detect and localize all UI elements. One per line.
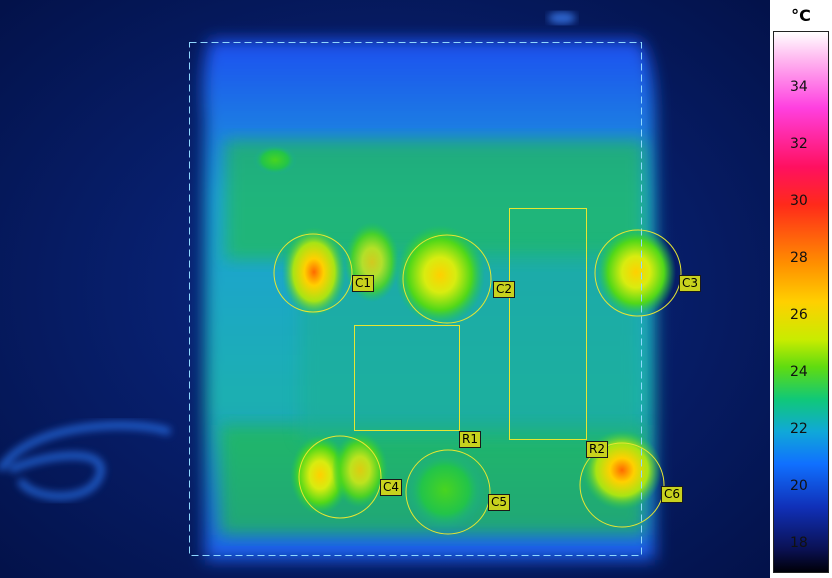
measurement-frame: [189, 42, 642, 556]
hotspot-c3: [596, 227, 676, 317]
rect-marker-r1[interactable]: [354, 325, 460, 431]
tag-r1[interactable]: R1: [459, 431, 481, 448]
tag-c6[interactable]: C6: [661, 486, 684, 503]
scale-label: 30: [790, 193, 808, 210]
cable-heat: [0, 421, 172, 500]
scale-label: 32: [790, 136, 808, 153]
tag-c2[interactable]: C2: [493, 281, 516, 298]
circle-marker-c4[interactable]: [298, 435, 382, 519]
scale-label: 28: [790, 250, 808, 267]
thermal-image: [0, 0, 770, 578]
tag-c1[interactable]: C1: [352, 275, 375, 292]
circle-marker-c3[interactable]: [594, 229, 682, 317]
scale-label: 18: [790, 535, 808, 552]
circle-marker-c1[interactable]: [273, 233, 353, 313]
tag-c4[interactable]: C4: [380, 479, 403, 496]
hotspot-c2: [395, 225, 485, 325]
tag-c3[interactable]: C3: [679, 275, 702, 292]
hotspot-c5: [405, 450, 485, 530]
tag-r2[interactable]: R2: [586, 441, 608, 458]
scale-label: 24: [790, 364, 808, 381]
circle-marker-c6[interactable]: [579, 442, 665, 528]
scale-label: 26: [790, 307, 808, 324]
top-knob: [548, 12, 576, 24]
scale-label: 34: [790, 79, 808, 96]
hotspot-c1: [282, 227, 346, 317]
scale-label: 20: [790, 478, 808, 495]
circle-marker-c5[interactable]: [405, 449, 491, 535]
circle-marker-c2[interactable]: [402, 234, 492, 324]
rect-marker-r2[interactable]: [509, 208, 587, 440]
hotspot-top-left: [253, 145, 297, 175]
scale-label: 22: [790, 421, 808, 438]
color-scale: [773, 31, 829, 573]
hotspot-c4b: [332, 432, 388, 508]
unit-label: °C: [791, 6, 811, 25]
tag-c5[interactable]: C5: [488, 494, 511, 511]
